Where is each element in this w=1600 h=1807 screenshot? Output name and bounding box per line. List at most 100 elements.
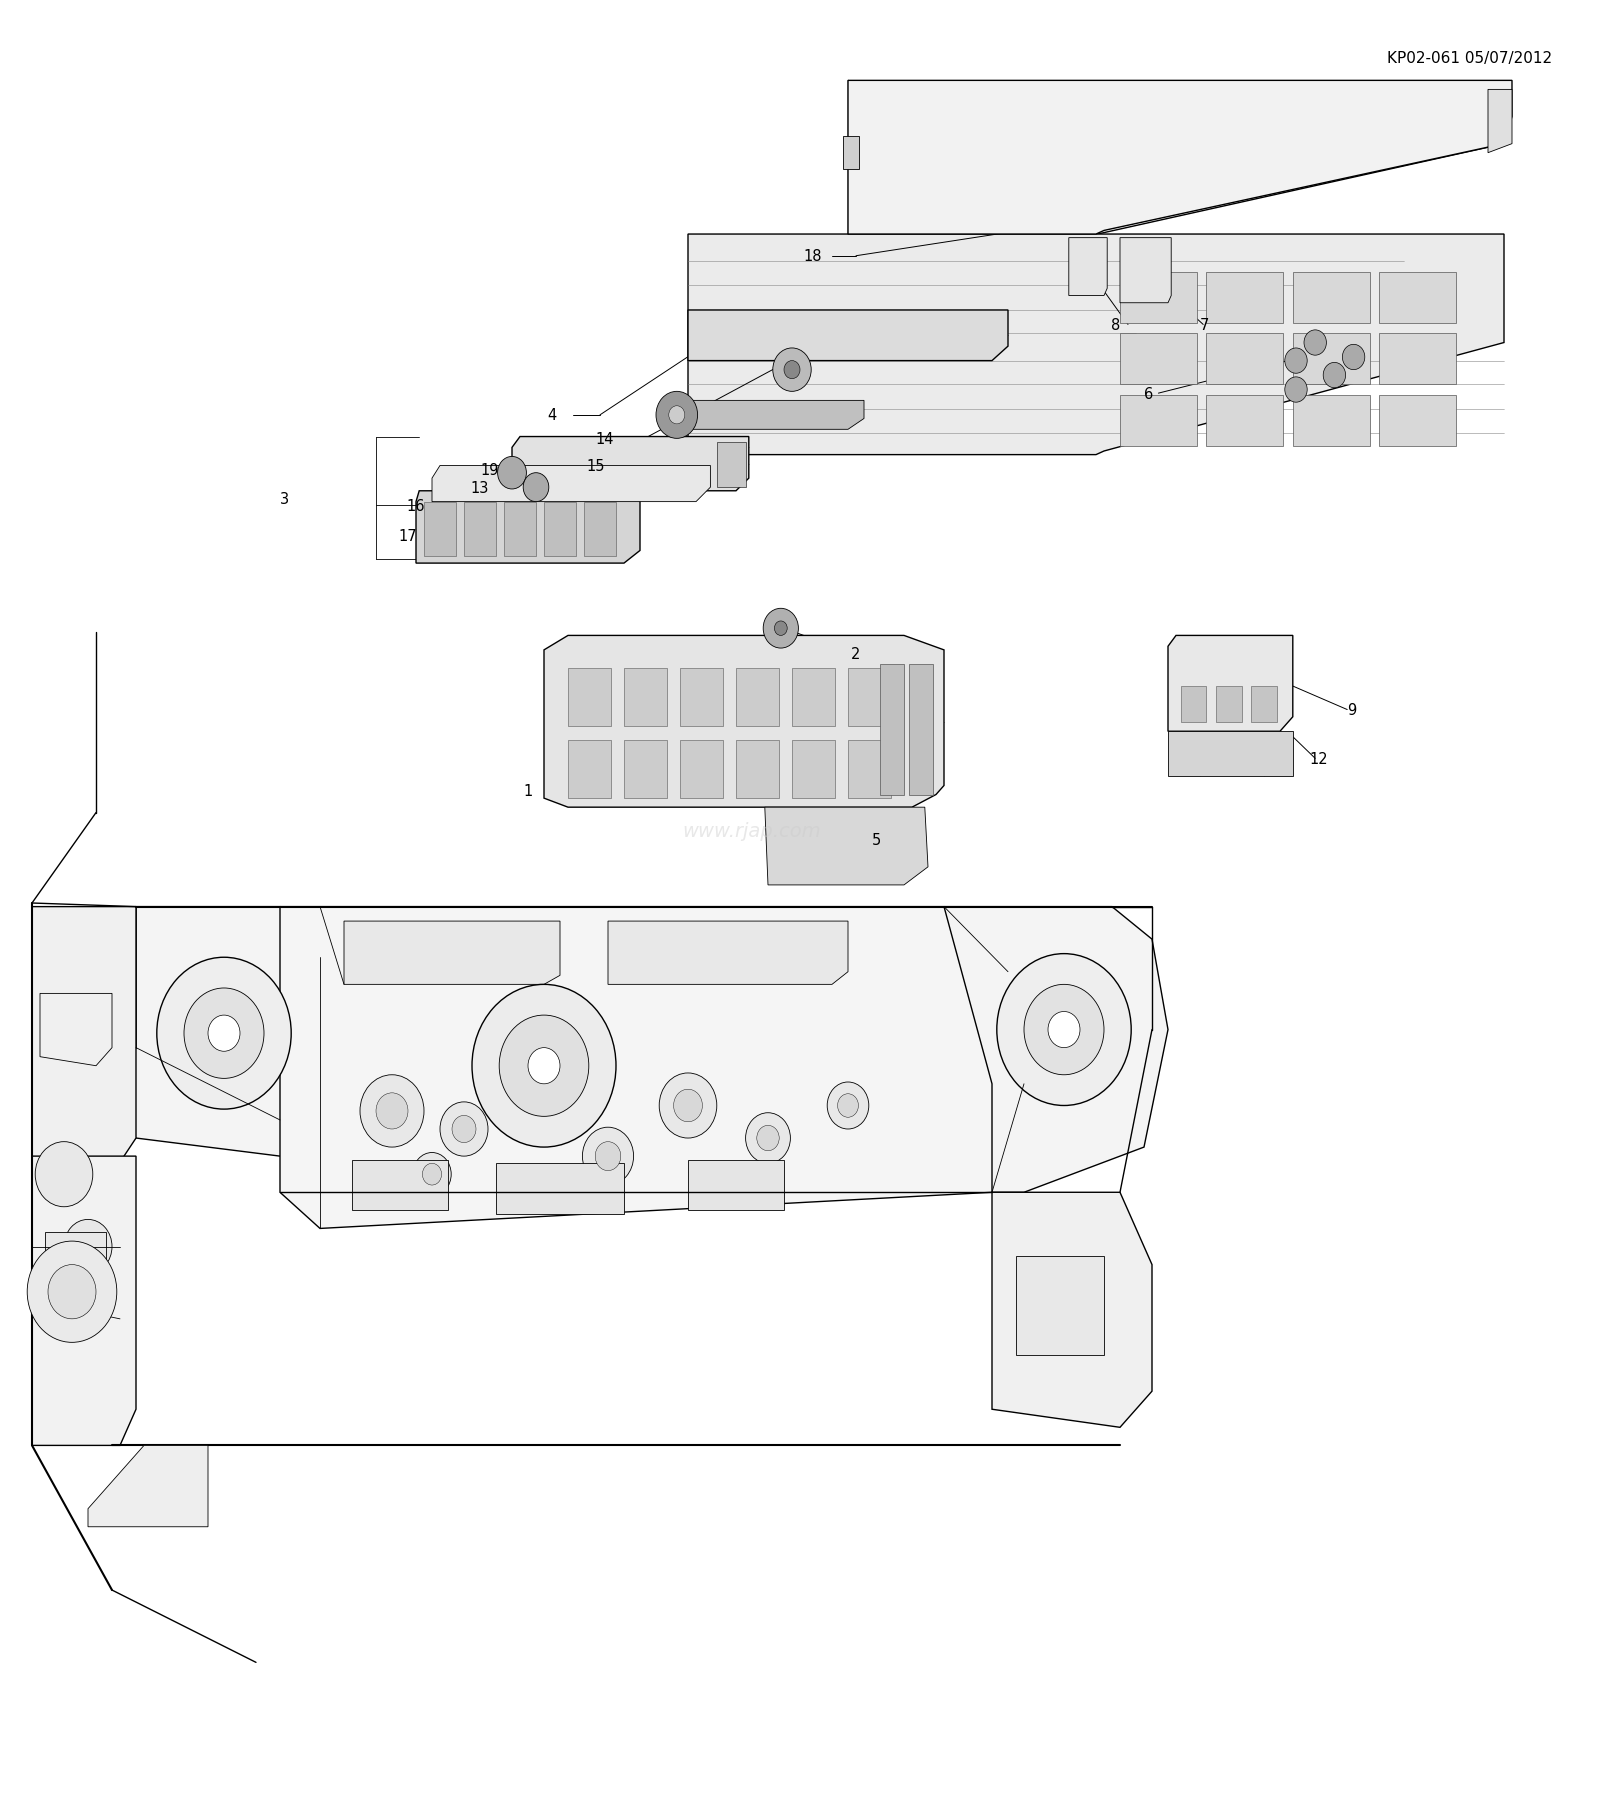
Text: 15: 15 xyxy=(586,459,605,473)
Polygon shape xyxy=(112,907,320,1156)
Bar xyxy=(680,669,723,726)
Bar xyxy=(568,741,611,799)
Polygon shape xyxy=(1069,239,1107,296)
Bar xyxy=(1206,273,1283,323)
Circle shape xyxy=(451,1115,477,1142)
Bar xyxy=(1379,273,1456,323)
Bar xyxy=(624,741,667,799)
Polygon shape xyxy=(848,81,1512,235)
Text: 17: 17 xyxy=(398,529,418,544)
Text: 19: 19 xyxy=(480,463,499,477)
Circle shape xyxy=(827,1082,869,1129)
Circle shape xyxy=(27,1241,117,1343)
Polygon shape xyxy=(688,401,864,430)
Bar xyxy=(848,741,891,799)
Bar xyxy=(1293,334,1370,385)
Bar xyxy=(717,443,746,488)
Polygon shape xyxy=(688,235,1504,455)
Bar xyxy=(792,669,835,726)
Polygon shape xyxy=(1168,636,1293,732)
Circle shape xyxy=(184,988,264,1079)
Polygon shape xyxy=(32,1156,136,1446)
Circle shape xyxy=(40,1269,82,1315)
Polygon shape xyxy=(1120,239,1171,304)
Circle shape xyxy=(360,1075,424,1147)
Circle shape xyxy=(35,1142,93,1207)
Circle shape xyxy=(472,985,616,1147)
Polygon shape xyxy=(432,466,710,502)
Circle shape xyxy=(997,954,1131,1106)
Polygon shape xyxy=(608,922,848,985)
Text: 16: 16 xyxy=(406,499,426,513)
Circle shape xyxy=(838,1093,858,1117)
Bar xyxy=(1206,396,1283,446)
Polygon shape xyxy=(944,907,1168,1193)
Polygon shape xyxy=(688,311,1008,361)
Text: 7: 7 xyxy=(1200,318,1210,332)
Circle shape xyxy=(674,1090,702,1122)
Text: 14: 14 xyxy=(595,432,614,446)
Circle shape xyxy=(422,1164,442,1185)
Polygon shape xyxy=(88,1446,208,1527)
Circle shape xyxy=(1024,985,1104,1075)
Circle shape xyxy=(208,1016,240,1052)
Text: KP02-061 05/07/2012: KP02-061 05/07/2012 xyxy=(1387,51,1552,65)
Text: 18: 18 xyxy=(803,249,822,264)
Bar xyxy=(1181,687,1206,723)
Circle shape xyxy=(157,958,291,1109)
Circle shape xyxy=(523,473,549,502)
Circle shape xyxy=(656,392,698,439)
Bar xyxy=(464,502,496,557)
Bar xyxy=(736,669,779,726)
Circle shape xyxy=(773,349,811,392)
Bar xyxy=(496,1164,624,1214)
Bar xyxy=(1120,396,1197,446)
Polygon shape xyxy=(416,492,640,564)
Text: 12: 12 xyxy=(1309,752,1328,766)
Circle shape xyxy=(1323,363,1346,389)
Circle shape xyxy=(440,1102,488,1156)
Circle shape xyxy=(376,1093,408,1129)
Bar xyxy=(909,665,933,795)
Polygon shape xyxy=(344,922,560,985)
Circle shape xyxy=(746,1113,790,1164)
Bar xyxy=(1016,1256,1104,1355)
Text: www.rjap.com: www.rjap.com xyxy=(683,822,821,840)
Text: 1: 1 xyxy=(523,784,533,799)
Polygon shape xyxy=(1488,90,1512,154)
Text: 13: 13 xyxy=(470,481,490,495)
Bar xyxy=(624,669,667,726)
Circle shape xyxy=(582,1128,634,1185)
Bar xyxy=(568,669,611,726)
Bar xyxy=(584,502,616,557)
Circle shape xyxy=(499,1016,589,1117)
Text: 2: 2 xyxy=(851,647,861,661)
Bar xyxy=(1120,334,1197,385)
Polygon shape xyxy=(280,907,1040,1229)
Bar xyxy=(45,1232,106,1319)
Bar xyxy=(352,1160,448,1211)
Circle shape xyxy=(757,1126,779,1151)
Polygon shape xyxy=(992,1193,1152,1428)
Bar xyxy=(1379,334,1456,385)
Polygon shape xyxy=(32,907,136,1175)
Bar xyxy=(843,137,859,170)
Text: 3: 3 xyxy=(280,492,290,506)
Bar xyxy=(792,741,835,799)
Text: 9: 9 xyxy=(1347,703,1357,717)
Bar xyxy=(1293,273,1370,323)
Bar xyxy=(880,665,904,795)
Bar xyxy=(504,502,536,557)
Polygon shape xyxy=(512,437,749,492)
Bar xyxy=(544,502,576,557)
Circle shape xyxy=(48,1265,96,1319)
Circle shape xyxy=(413,1153,451,1196)
Circle shape xyxy=(528,1048,560,1084)
Circle shape xyxy=(498,457,526,490)
Circle shape xyxy=(1285,378,1307,403)
Polygon shape xyxy=(1168,732,1293,777)
Circle shape xyxy=(1342,345,1365,370)
Text: 4: 4 xyxy=(547,408,557,423)
Bar xyxy=(680,741,723,799)
Bar xyxy=(1379,396,1456,446)
